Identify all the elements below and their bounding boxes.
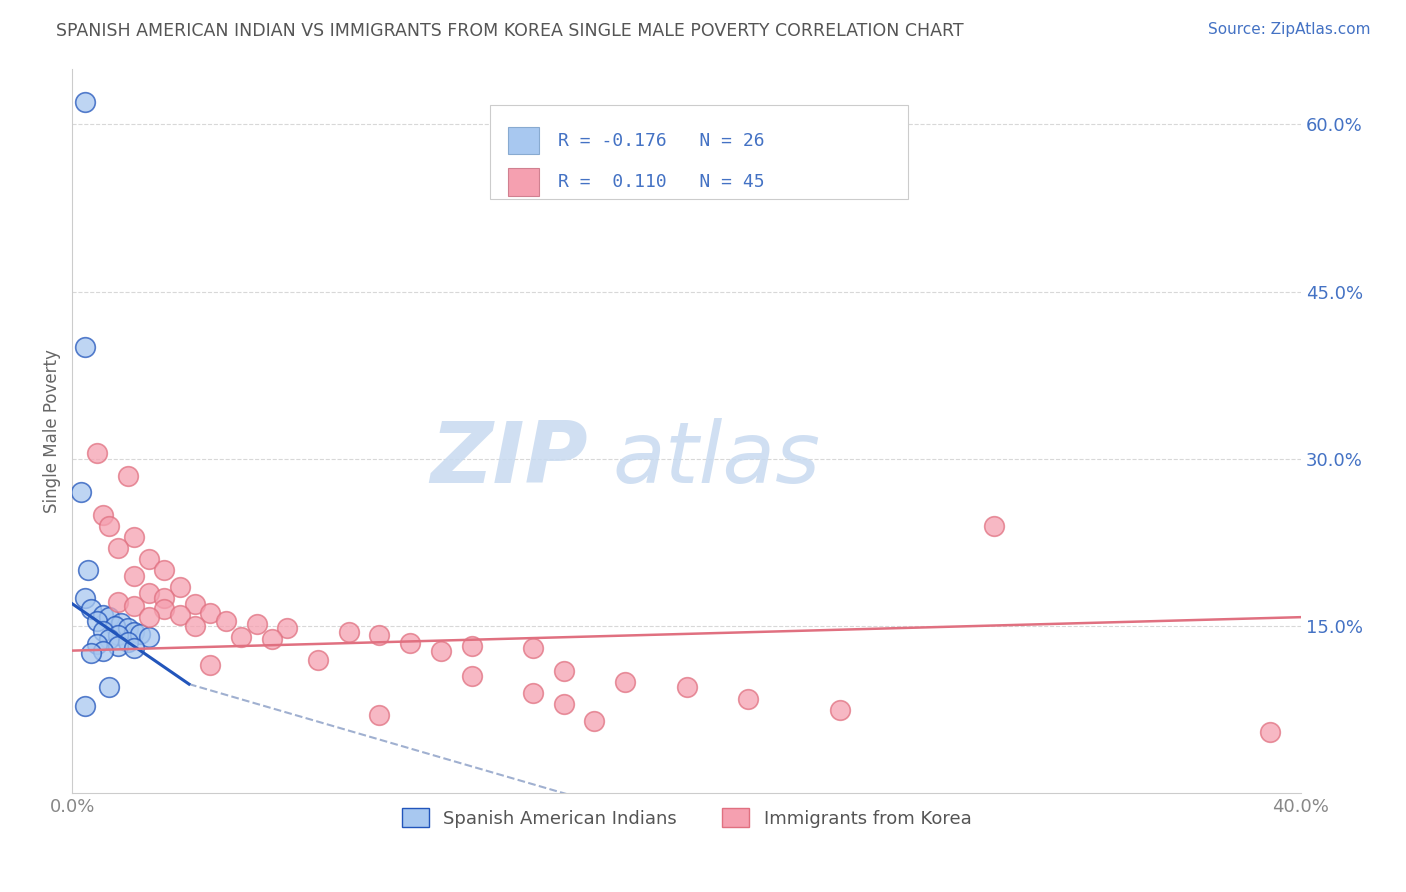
Point <box>107 594 129 608</box>
Text: atlas: atlas <box>613 418 821 501</box>
Point <box>73 95 96 109</box>
Point <box>200 658 222 673</box>
Point <box>70 485 93 500</box>
Text: R =  0.110   N = 45: R = 0.110 N = 45 <box>558 173 765 191</box>
Point <box>460 639 482 653</box>
Point <box>522 641 544 656</box>
Point <box>117 621 139 635</box>
Point <box>91 624 114 638</box>
Point <box>91 607 114 622</box>
Point <box>86 637 108 651</box>
FancyBboxPatch shape <box>489 104 908 199</box>
Text: R = -0.176   N = 26: R = -0.176 N = 26 <box>558 131 765 150</box>
Point <box>215 614 238 628</box>
Point <box>110 615 132 630</box>
Point <box>153 602 176 616</box>
Point <box>104 619 127 633</box>
Point <box>122 530 145 544</box>
Point <box>368 628 391 642</box>
Point <box>73 340 96 354</box>
Point <box>983 518 1005 533</box>
Point <box>122 624 145 639</box>
Point <box>231 630 253 644</box>
Point <box>107 541 129 555</box>
Point <box>184 597 207 611</box>
Point <box>73 591 96 606</box>
Point <box>98 610 121 624</box>
Bar <box>509 169 538 196</box>
Point <box>138 552 160 566</box>
Point <box>184 619 207 633</box>
Point <box>76 563 98 577</box>
Point <box>79 602 101 616</box>
Point <box>399 636 422 650</box>
Point <box>553 697 575 711</box>
Point <box>91 508 114 522</box>
Point <box>200 606 222 620</box>
Point <box>73 699 96 714</box>
Point <box>98 518 121 533</box>
Point <box>86 614 108 628</box>
Point <box>1258 725 1281 739</box>
Point <box>117 468 139 483</box>
Point <box>276 621 298 635</box>
Point <box>107 628 129 642</box>
Point <box>107 639 129 653</box>
Point <box>169 580 191 594</box>
Text: Source: ZipAtlas.com: Source: ZipAtlas.com <box>1208 22 1371 37</box>
Point <box>583 714 606 728</box>
Point <box>737 691 759 706</box>
Point <box>122 599 145 613</box>
Point <box>614 674 637 689</box>
Point <box>122 569 145 583</box>
Text: ZIP: ZIP <box>430 418 588 501</box>
Point <box>91 643 114 657</box>
Point <box>138 585 160 599</box>
Point <box>117 634 139 648</box>
Point <box>153 591 176 606</box>
Point <box>830 703 852 717</box>
Point <box>79 646 101 660</box>
Point <box>86 446 108 460</box>
Point <box>169 607 191 622</box>
Point <box>337 624 360 639</box>
Point <box>245 616 267 631</box>
Point <box>122 641 145 656</box>
Point <box>260 632 283 647</box>
Point <box>98 632 121 647</box>
Text: SPANISH AMERICAN INDIAN VS IMMIGRANTS FROM KOREA SINGLE MALE POVERTY CORRELATION: SPANISH AMERICAN INDIAN VS IMMIGRANTS FR… <box>56 22 965 40</box>
Point <box>675 681 697 695</box>
Point <box>138 610 160 624</box>
Point <box>307 652 329 666</box>
Point <box>553 664 575 678</box>
Point <box>153 563 176 577</box>
Point <box>368 708 391 723</box>
Point <box>430 643 453 657</box>
Point <box>522 686 544 700</box>
Legend: Spanish American Indians, Immigrants from Korea: Spanish American Indians, Immigrants fro… <box>395 801 979 835</box>
Point <box>98 681 121 695</box>
Point <box>128 627 150 641</box>
Point <box>460 669 482 683</box>
Point <box>138 630 160 644</box>
Y-axis label: Single Male Poverty: Single Male Poverty <box>44 349 60 513</box>
Bar <box>509 127 538 154</box>
